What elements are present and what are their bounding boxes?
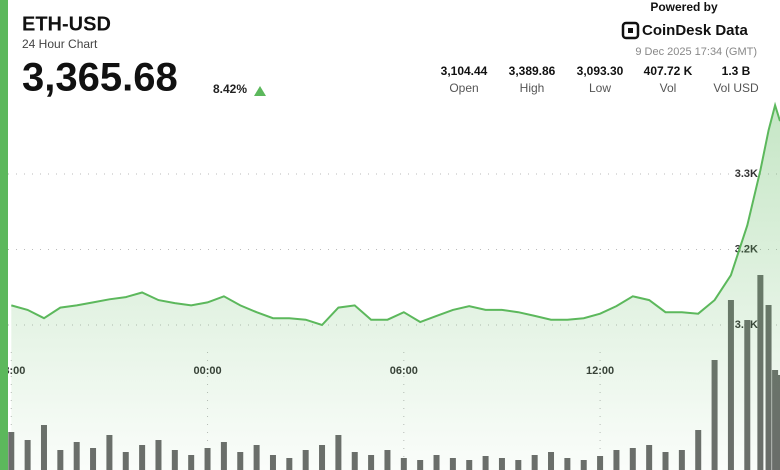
change: 8.42% [213, 82, 247, 96]
price-line [11, 101, 780, 327]
up-arrow [254, 86, 266, 96]
stat-value: 1.3 B [722, 64, 751, 78]
stat-value: 3,093.30 [577, 64, 624, 78]
chart-title: ETH-USD [22, 13, 111, 35]
timestamp: 9 Dec 2025 17:34 (GMT) [635, 46, 757, 58]
volume-bar [8, 432, 15, 470]
powered-by: Powered by [650, 0, 718, 14]
brand: CoinDesk Data [642, 22, 749, 39]
stat-label: Low [589, 81, 611, 95]
price-area [11, 105, 780, 470]
stat-label: High [520, 81, 545, 95]
price: 3,365.68 [22, 56, 178, 100]
stat-value: 3,104.44 [441, 64, 488, 78]
plot-area: 3.1K3.2K3.3K18:0000:0006:0012:00 [0, 101, 780, 470]
brand-logo [621, 21, 640, 40]
stats: 3,104.44 Open 3,389.86 High 3,093.30 Low 407.7… [441, 64, 759, 95]
stat-label: Vol USD [713, 81, 759, 95]
stat-label: Vol [660, 81, 677, 95]
chart-subtitle: 24 Hour Chart [22, 37, 98, 51]
accent-bar [0, 0, 8, 470]
stat-value: 407.72 K [644, 64, 693, 78]
stat-value: 3,389.86 [509, 64, 556, 78]
stat-label: Open [449, 81, 478, 95]
y-tick-label: 3.3K [735, 168, 758, 180]
